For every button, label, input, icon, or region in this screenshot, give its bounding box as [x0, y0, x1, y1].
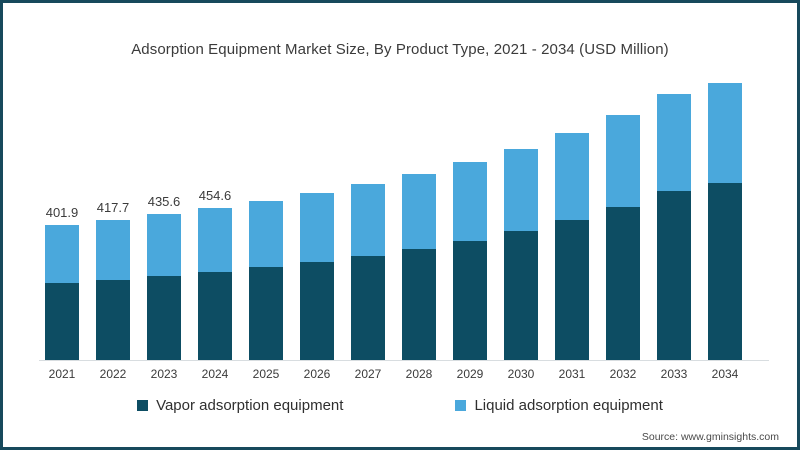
- bar-segment-vapor[interactable]: [402, 249, 436, 360]
- bar-segment-liquid[interactable]: [300, 193, 334, 262]
- bar-segment-vapor[interactable]: [351, 256, 385, 360]
- bar-segment-liquid[interactable]: [96, 220, 130, 280]
- legend-swatch-icon-vapor: [137, 400, 149, 411]
- x-axis-tick-label: 2034: [711, 367, 739, 381]
- legend-item-liquid[interactable]: Liquid adsorption equipment: [455, 397, 663, 414]
- bar-column[interactable]: [198, 208, 232, 360]
- x-axis-tick-label: 2033: [660, 367, 688, 381]
- bar-column[interactable]: [657, 94, 691, 360]
- bar-column[interactable]: [300, 193, 334, 360]
- x-axis-tick-label: 2032: [609, 367, 637, 381]
- legend-swatch-icon-liquid: [455, 400, 467, 411]
- bar-segment-vapor[interactable]: [555, 220, 589, 360]
- x-axis-tick-label: 2024: [201, 367, 229, 381]
- bar-segment-vapor[interactable]: [249, 267, 283, 360]
- bar-value-label: 417.7: [96, 200, 130, 215]
- bar-segment-vapor[interactable]: [504, 231, 538, 360]
- bar-segment-vapor[interactable]: [300, 262, 334, 360]
- bar-segment-liquid[interactable]: [555, 133, 589, 220]
- x-axis-tick-label: 2022: [99, 367, 127, 381]
- legend-item-vapor[interactable]: Vapor adsorption equipment: [137, 397, 343, 414]
- bar-column[interactable]: [453, 162, 487, 360]
- chart-legend: Vapor adsorption equipment Liquid adsorp…: [3, 397, 797, 414]
- bar-segment-liquid[interactable]: [198, 208, 232, 272]
- bar-segment-liquid[interactable]: [147, 214, 181, 276]
- x-axis-tick-label: 2029: [456, 367, 484, 381]
- bar-segment-vapor[interactable]: [45, 283, 79, 360]
- legend-label-liquid: Liquid adsorption equipment: [474, 397, 663, 414]
- bar-value-label: 454.6: [198, 188, 232, 203]
- bar-segment-vapor[interactable]: [96, 280, 130, 360]
- bar-value-label: 401.9: [45, 205, 79, 220]
- x-axis-tick-label: 2031: [558, 367, 586, 381]
- legend-label-vapor: Vapor adsorption equipment: [156, 397, 344, 414]
- x-axis-tick-label: 2028: [405, 367, 433, 381]
- bar-segment-liquid[interactable]: [708, 83, 742, 183]
- bar-column[interactable]: [45, 225, 79, 360]
- bar-segment-vapor[interactable]: [453, 241, 487, 360]
- source-attribution: Source: www.gminsights.com: [641, 431, 779, 443]
- x-axis-tick-label: 2026: [303, 367, 331, 381]
- x-axis-tick-label: 2021: [48, 367, 76, 381]
- bar-column[interactable]: [96, 220, 130, 360]
- x-axis-tick-label: 2023: [150, 367, 178, 381]
- bar-segment-liquid[interactable]: [453, 162, 487, 241]
- bar-column[interactable]: [147, 214, 181, 360]
- chart-title: Adsorption Equipment Market Size, By Pro…: [131, 41, 669, 58]
- bar-segment-vapor[interactable]: [606, 207, 640, 360]
- bar-segment-liquid[interactable]: [351, 184, 385, 256]
- bar-column[interactable]: [606, 115, 640, 360]
- bar-segment-liquid[interactable]: [606, 115, 640, 207]
- bar-column[interactable]: [249, 201, 283, 360]
- bar-segment-vapor[interactable]: [147, 276, 181, 360]
- bar-column[interactable]: [351, 184, 385, 360]
- x-axis-tick-label: 2025: [252, 367, 280, 381]
- x-axis-tick-label: 2027: [354, 367, 382, 381]
- bar-segment-liquid[interactable]: [45, 225, 79, 283]
- bar-column[interactable]: [708, 83, 742, 360]
- x-axis-line: [39, 360, 769, 361]
- bar-segment-liquid[interactable]: [402, 174, 436, 249]
- bar-column[interactable]: [402, 174, 436, 360]
- bar-segment-liquid[interactable]: [657, 94, 691, 191]
- bar-column[interactable]: [504, 149, 538, 360]
- bar-segment-vapor[interactable]: [708, 183, 742, 360]
- bar-segment-liquid[interactable]: [504, 149, 538, 231]
- x-axis-tick-label: 2030: [507, 367, 535, 381]
- bar-column[interactable]: [555, 133, 589, 360]
- bar-segment-vapor[interactable]: [657, 191, 691, 360]
- bar-segment-vapor[interactable]: [198, 272, 232, 360]
- bar-segment-liquid[interactable]: [249, 201, 283, 267]
- bar-value-label: 435.6: [147, 194, 181, 209]
